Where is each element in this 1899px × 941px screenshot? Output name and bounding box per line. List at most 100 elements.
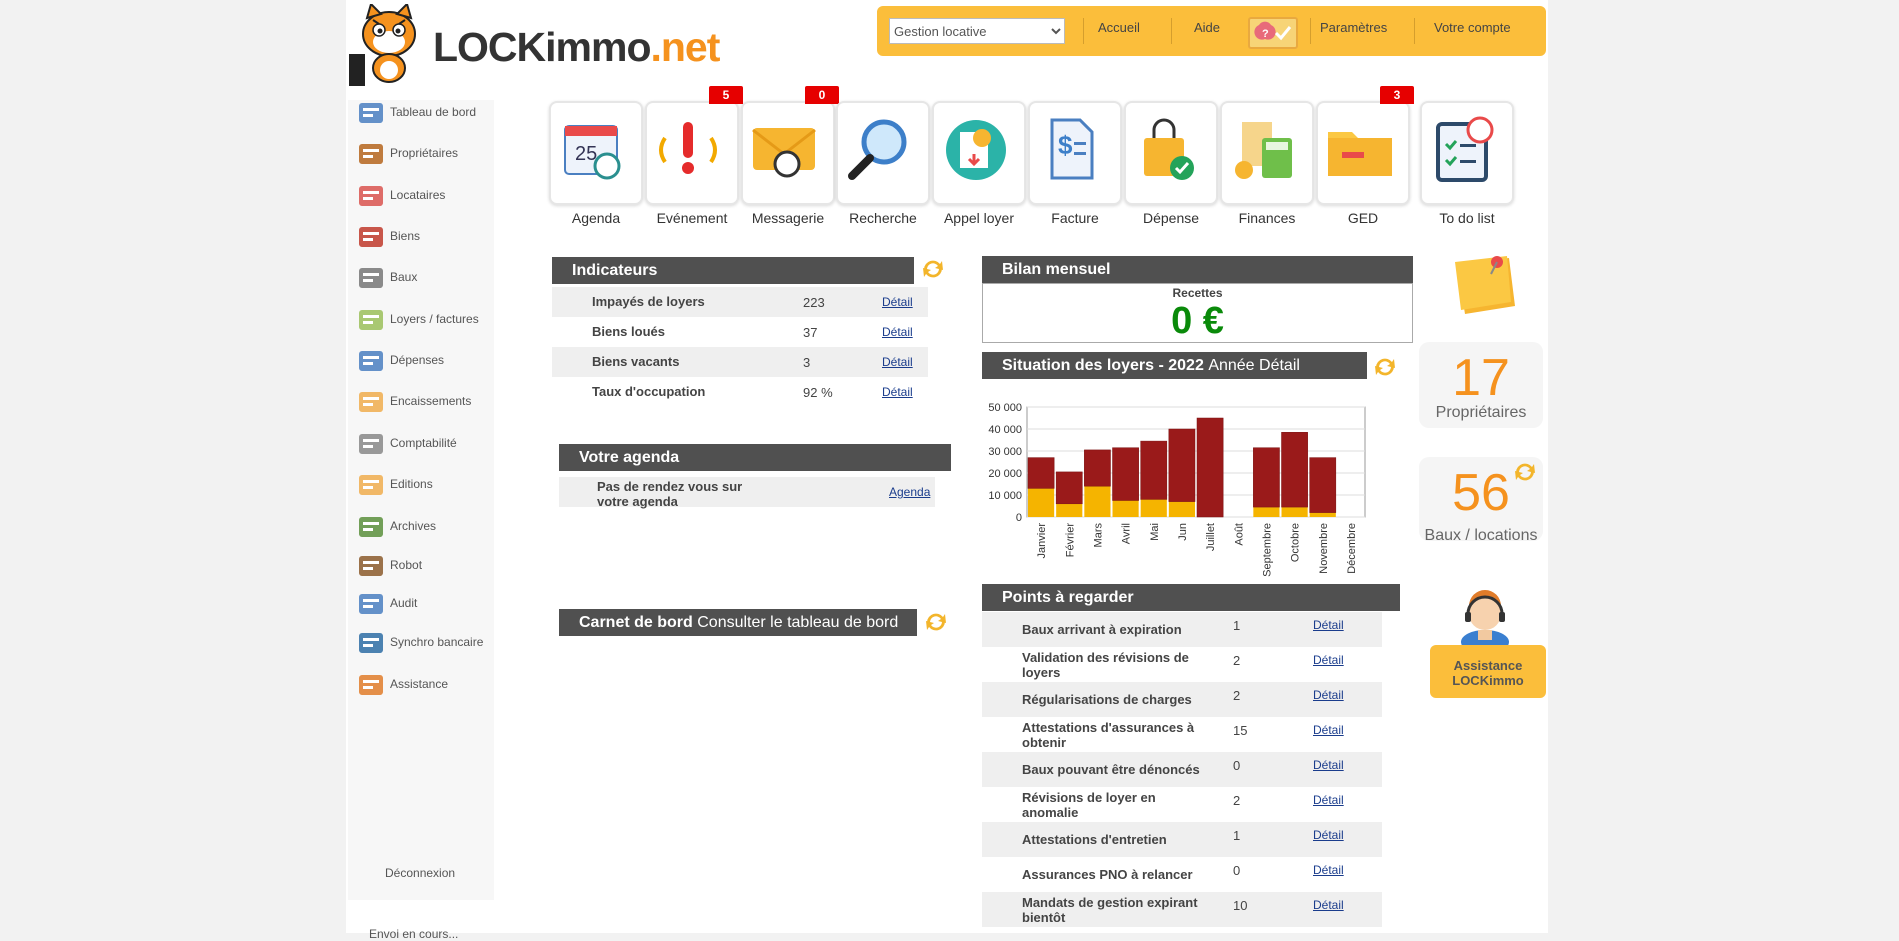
- svg-text:?: ?: [1262, 28, 1269, 40]
- chart-plot-area: [1026, 406, 1366, 518]
- tile-rent-call[interactable]: [932, 101, 1026, 205]
- cat-logo-icon: [349, 2, 429, 86]
- sidebar-item[interactable]: Dépenses: [352, 342, 492, 382]
- points-header: Points à regarder: [982, 584, 1400, 611]
- point-label: Baux pouvant être dénoncés: [1022, 762, 1200, 777]
- tile-label: Appel loyer: [943, 210, 1015, 226]
- tile-calendar[interactable]: 25: [549, 101, 643, 205]
- indicator-detail-link[interactable]: Détail: [882, 325, 913, 339]
- proprietaires-card[interactable]: 17 Propriétaires: [1419, 342, 1543, 428]
- help-check-button[interactable]: ?: [1248, 17, 1298, 49]
- sidebar-item[interactable]: Propriétaires: [352, 135, 492, 175]
- sticky-note-icon[interactable]: [1451, 252, 1521, 320]
- point-row: Assurances PNO à relancer 0 Détail: [982, 857, 1382, 892]
- refresh-stats-icon[interactable]: [1512, 459, 1538, 485]
- point-label: Attestations d'assurances à obtenir: [1022, 720, 1195, 750]
- point-row: Révisions de loyer en anomalie 2 Détail: [982, 787, 1382, 822]
- x-tick-label: Novembre: [1318, 523, 1330, 574]
- point-detail-link[interactable]: Détail: [1313, 723, 1344, 737]
- sidebar-item[interactable]: Baux: [352, 259, 492, 299]
- finance-icon: [1222, 122, 1308, 203]
- module-select[interactable]: Gestion locative: [889, 18, 1065, 44]
- sidebar-item[interactable]: Synchro bancaire: [352, 624, 492, 664]
- point-detail-link[interactable]: Détail: [1313, 863, 1344, 877]
- baux-count: 56: [1452, 464, 1510, 522]
- indicator-value: 92 %: [803, 385, 833, 400]
- indicator-detail-link[interactable]: Détail: [882, 355, 913, 369]
- sidebar-item[interactable]: Loyers / factures: [352, 301, 492, 341]
- tile-search[interactable]: [836, 101, 930, 205]
- point-label: Régularisations de charges: [1022, 692, 1192, 707]
- logout-link[interactable]: Déconnexion: [385, 866, 456, 880]
- consulter-tableau-link[interactable]: Consulter le tableau de bord: [697, 614, 899, 631]
- carnet-title: Carnet de bord: [579, 614, 693, 631]
- point-label: Révisions de loyer en anomalie: [1022, 790, 1156, 820]
- sidebar-item[interactable]: Audit: [352, 585, 492, 625]
- sidebar-item[interactable]: Editions: [352, 466, 492, 506]
- sidebar-item[interactable]: Encaissements: [352, 383, 492, 423]
- sidebar-item[interactable]: Robot: [352, 547, 492, 587]
- accueil-link[interactable]: Accueil: [1098, 20, 1140, 35]
- point-detail-link[interactable]: Détail: [1313, 758, 1344, 772]
- sidebar-item[interactable]: Biens: [352, 218, 492, 258]
- situation-detail-link[interactable]: Détail: [1259, 357, 1300, 374]
- calendar-icon: 25: [551, 125, 637, 203]
- point-label: Validation des révisions de loyers: [1022, 650, 1189, 680]
- sidebar-item[interactable]: Archives: [352, 508, 492, 548]
- brand-logo[interactable]: LOCKimmo.net: [433, 24, 720, 71]
- sidebar-item[interactable]: Tableau de bord: [352, 94, 492, 134]
- point-detail-link[interactable]: Détail: [1313, 653, 1344, 667]
- tile-alert[interactable]: [645, 101, 739, 205]
- indicator-label: Biens vacants: [592, 354, 680, 369]
- x-tick-label: Janvier: [1036, 523, 1048, 559]
- tile-label: GED: [1347, 210, 1379, 226]
- indicator-row: Biens loués 37 Détail: [552, 317, 928, 347]
- sidebar-item[interactable]: Comptabilité: [352, 425, 492, 465]
- refresh-indicateurs-icon[interactable]: [920, 256, 946, 282]
- x-tick-label: Février: [1064, 523, 1076, 558]
- point-detail-link[interactable]: Détail: [1313, 898, 1344, 912]
- point-detail-link[interactable]: Détail: [1313, 828, 1344, 842]
- agenda-link[interactable]: Agenda: [889, 485, 931, 499]
- tile-todo-list[interactable]: [1420, 101, 1514, 205]
- point-value: 10: [1233, 898, 1248, 913]
- sidebar-item-label: Tableau de bord: [390, 105, 477, 119]
- tile-mail[interactable]: [741, 101, 835, 205]
- sidebar-item-label: Robot: [390, 558, 423, 572]
- y-tick-label: 30 000: [988, 446, 1022, 458]
- sidebar-item-label: Biens: [390, 229, 421, 243]
- refresh-carnet-icon[interactable]: [923, 609, 949, 635]
- point-detail-link[interactable]: Détail: [1313, 688, 1344, 702]
- point-label: Baux arrivant à expiration: [1022, 622, 1182, 637]
- sidebar-item[interactable]: Assistance: [352, 666, 492, 706]
- bar-segment: [1140, 440, 1168, 500]
- indicator-value: 3: [803, 355, 811, 370]
- indicator-row: Taux d'occupation 92 % Détail: [552, 377, 928, 407]
- votre-compte-link[interactable]: Votre compte: [1434, 20, 1511, 35]
- indicator-detail-link[interactable]: Détail: [882, 385, 913, 399]
- sidebar-item-label: Dépenses: [390, 353, 445, 367]
- indicator-detail-link[interactable]: Détail: [882, 295, 913, 309]
- tile-folder[interactable]: [1316, 101, 1410, 205]
- refresh-situation-icon[interactable]: [1372, 354, 1398, 380]
- tile-finance[interactable]: [1220, 101, 1314, 205]
- sidebar-item-label: Synchro bancaire: [390, 635, 484, 649]
- sidebar-item[interactable]: Locataires: [352, 177, 492, 217]
- parametres-link[interactable]: Paramètres: [1320, 20, 1388, 35]
- tile-shopping-bag[interactable]: [1124, 101, 1218, 205]
- carnet-header: Carnet de bord Consulter le tableau de b…: [559, 609, 917, 636]
- point-value: 0: [1233, 863, 1241, 878]
- agenda-header: Votre agenda: [559, 444, 951, 471]
- chart-icon: [356, 470, 386, 500]
- divider: [1414, 18, 1415, 44]
- dashboard-icon: [356, 98, 386, 128]
- bilan-header: Bilan mensuel: [982, 256, 1413, 283]
- tile-label: Recherche: [849, 210, 917, 226]
- baux-card[interactable]: 56 Baux / locations: [1419, 457, 1543, 544]
- annee-link[interactable]: Année: [1208, 357, 1255, 374]
- assistance-button[interactable]: Assistance LOCKimmo: [1430, 645, 1546, 698]
- tile-invoice[interactable]: $: [1028, 101, 1122, 205]
- point-detail-link[interactable]: Détail: [1313, 618, 1344, 632]
- point-detail-link[interactable]: Détail: [1313, 793, 1344, 807]
- aide-link[interactable]: Aide: [1194, 20, 1221, 35]
